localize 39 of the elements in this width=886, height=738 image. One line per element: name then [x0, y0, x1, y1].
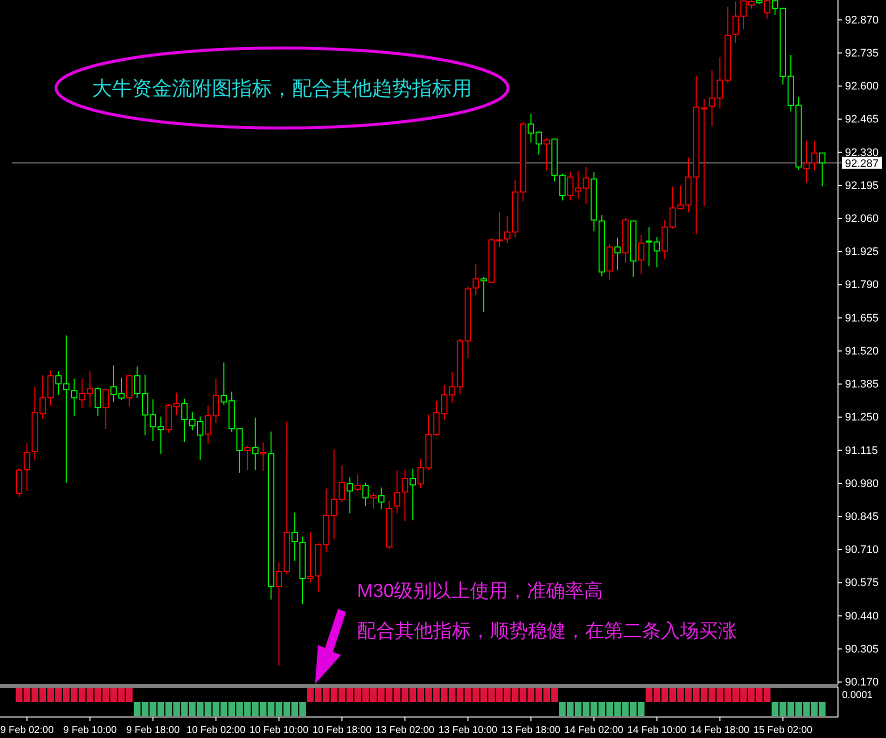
- x-tick-label: 14 Feb 10:00: [627, 725, 687, 736]
- y-tick-label: 92.465: [845, 114, 879, 126]
- text: 0.0001: [842, 690, 874, 701]
- y-tick-label: 91.115: [845, 444, 878, 457]
- y-tick-label: 91.520: [845, 345, 879, 358]
- y-tick-label: 90.710: [845, 544, 879, 556]
- x-tick-label: 10 Feb 10:00: [249, 725, 309, 736]
- y-tick-label: 90.305: [845, 643, 879, 656]
- y-tick-label: 92.600: [845, 80, 879, 93]
- y-tick-label: 91.385: [845, 378, 879, 391]
- y-tick-label: 90.845: [845, 510, 879, 523]
- y-tick-label: 92.060: [845, 213, 879, 226]
- annotation: 配合其他指标，顺势稳健，在第二条入场买涨: [357, 621, 737, 642]
- annotation: M30级别以上使用，准确率高: [357, 580, 603, 602]
- y-tick-label: 90.575: [845, 577, 879, 590]
- y-tick-label: 91.250: [845, 412, 879, 424]
- y-tick-label: 90.980: [845, 478, 879, 490]
- y-tick-label: 90.440: [845, 610, 879, 622]
- y-tick-label: 92.330: [845, 146, 879, 159]
- y-tick-label: 92.195: [845, 180, 879, 192]
- y-tick-label: 91.790: [845, 279, 879, 292]
- x-tick-label: 14 Feb 02:00: [564, 725, 624, 736]
- y-tick-label: 91.655: [845, 312, 879, 324]
- y-tick-label: 92.735: [845, 47, 879, 60]
- x-tick-label: 15 Feb 02:00: [753, 725, 813, 736]
- ref-line-label: 92.287: [845, 158, 879, 170]
- x-tick-label: 10 Feb 02:00: [186, 725, 246, 736]
- y-tick-label: 90.170: [845, 676, 879, 689]
- x-tick-label: 13 Feb 18:00: [501, 725, 561, 736]
- x-tick-label: 13 Feb 02:00: [375, 725, 435, 736]
- x-tick-label: 9 Feb 02:00: [0, 725, 54, 736]
- x-tick-label: 9 Feb 10:00: [63, 725, 118, 736]
- x-tick-label: 10 Feb 18:00: [312, 725, 372, 736]
- y-tick-label: 92.870: [845, 14, 879, 26]
- annotation: 大牛资金流附图指标，配合其他趋势指标用: [92, 78, 472, 100]
- x-tick-label: 14 Feb 18:00: [690, 725, 750, 736]
- x-tick-label: 13 Feb 10:00: [438, 725, 498, 736]
- y-tick-label: 91.925: [845, 246, 879, 258]
- x-tick-label: 9 Feb 18:00: [126, 725, 180, 736]
